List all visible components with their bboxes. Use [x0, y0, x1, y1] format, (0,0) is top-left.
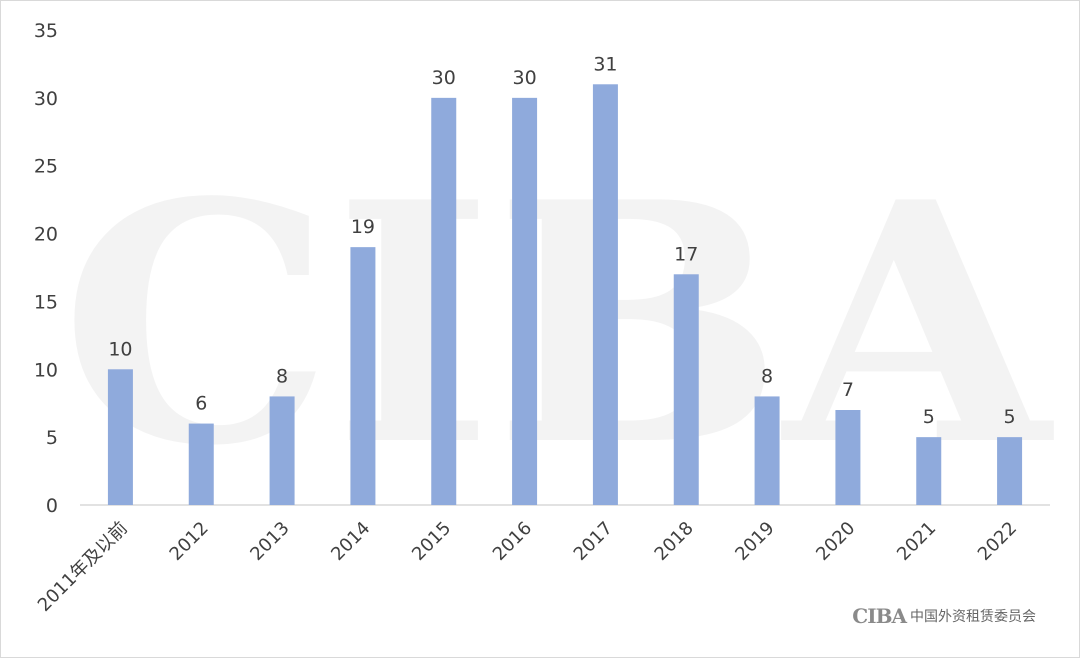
watermark: CIBA — [60, 130, 1057, 518]
data-label: 7 — [842, 379, 854, 401]
y-tick-label: 35 — [34, 20, 58, 42]
bar — [188, 423, 214, 505]
y-tick-label: 30 — [34, 88, 58, 110]
x-axis: 2011年及以前 2012 2013 2014 2015 2016 2017 2018 2019… — [34, 518, 1021, 616]
data-label: 8 — [761, 365, 773, 387]
y-tick-label: 0 — [46, 495, 58, 517]
watermark-layer: CIBA — [60, 130, 1057, 518]
data-labels: 10 6 8 19 30 30 31 17 8 7 5 5 — [108, 53, 1015, 428]
bar — [997, 437, 1023, 505]
bars — [107, 84, 1023, 506]
bar — [107, 369, 133, 505]
bar — [431, 97, 457, 505]
data-label: 30 — [432, 67, 456, 89]
data-label: 8 — [276, 365, 288, 387]
data-label: 31 — [593, 53, 617, 75]
bar — [916, 437, 942, 505]
bar — [754, 396, 780, 505]
x-tick-label: 2013 — [246, 518, 293, 565]
bar — [350, 247, 376, 505]
bar — [835, 410, 861, 505]
bar — [592, 84, 618, 506]
x-tick-label: 2020 — [812, 518, 859, 565]
x-tick-label: 2014 — [327, 518, 374, 565]
x-tick-label: 2021 — [893, 518, 940, 565]
y-tick-label: 15 — [34, 291, 58, 313]
y-tick-label: 10 — [34, 359, 58, 381]
x-tick-label: 2022 — [974, 518, 1021, 565]
x-tick-label: 2018 — [651, 518, 698, 565]
x-tick-label: 2015 — [408, 518, 455, 565]
data-label: 30 — [512, 67, 536, 89]
logo-mark: CIBA — [852, 604, 907, 628]
data-label: 5 — [923, 406, 935, 428]
data-label: 6 — [195, 393, 207, 415]
x-tick-label: 2012 — [166, 518, 213, 565]
y-tick-label: 20 — [34, 224, 58, 246]
x-tick-label: 2017 — [570, 518, 617, 565]
x-tick-label: 2019 — [731, 518, 778, 565]
data-label: 19 — [351, 216, 375, 238]
ciba-logo: CIBA 中国外资租赁委员会 — [852, 604, 1036, 628]
logo-text: 中国外资租赁委员会 — [910, 609, 1036, 625]
x-tick-label: 2011年及以前 — [34, 518, 132, 616]
data-label: 10 — [108, 338, 132, 360]
data-label: 5 — [1004, 406, 1016, 428]
bar — [512, 97, 538, 505]
y-axis: 0 5 10 15 20 25 30 35 — [34, 20, 1050, 517]
bar — [673, 274, 699, 505]
y-tick-label: 25 — [34, 156, 58, 178]
bar — [269, 396, 295, 505]
data-label: 17 — [674, 243, 698, 265]
x-tick-label: 2016 — [489, 518, 536, 565]
y-tick-label: 5 — [46, 427, 58, 449]
